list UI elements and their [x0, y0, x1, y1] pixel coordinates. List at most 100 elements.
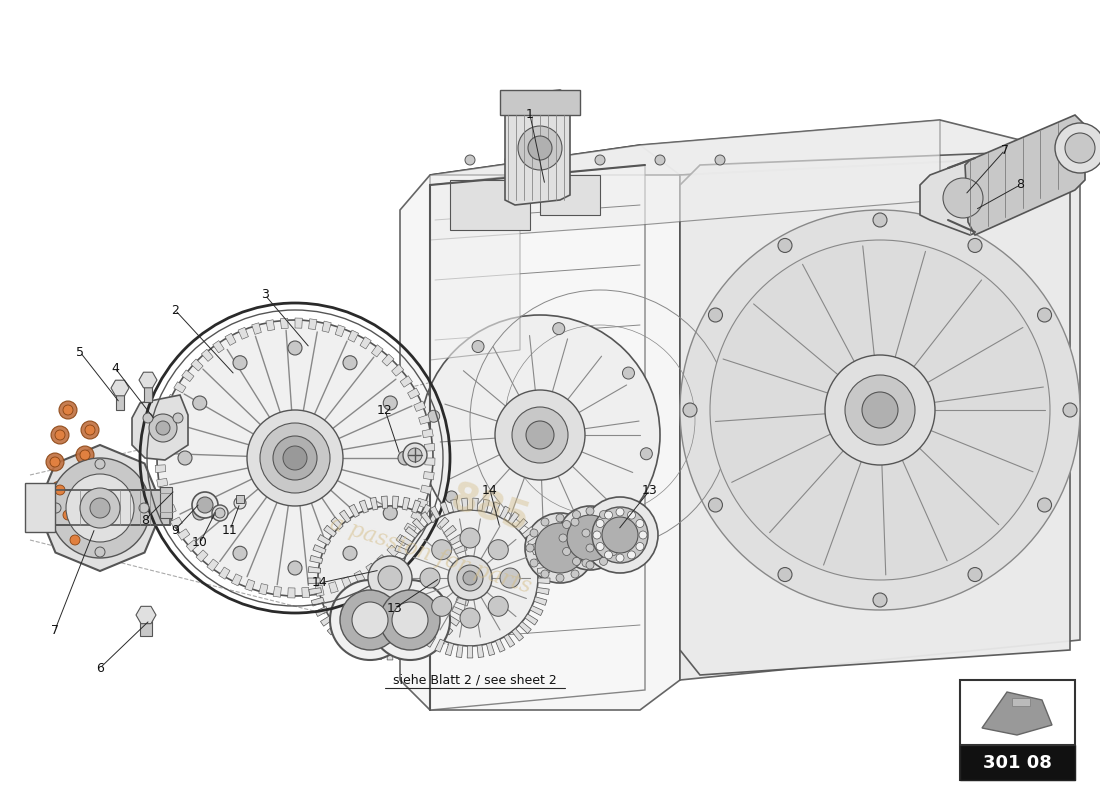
Circle shape — [197, 497, 213, 513]
Polygon shape — [158, 422, 169, 431]
Polygon shape — [390, 578, 403, 583]
Polygon shape — [537, 587, 549, 594]
Polygon shape — [504, 634, 515, 647]
Polygon shape — [400, 145, 680, 710]
Circle shape — [66, 474, 134, 542]
Circle shape — [544, 155, 556, 165]
Bar — [25, 483, 55, 532]
Polygon shape — [399, 536, 412, 546]
Circle shape — [596, 542, 604, 550]
Text: 11: 11 — [222, 523, 238, 537]
Polygon shape — [238, 327, 249, 339]
Text: 6: 6 — [96, 662, 103, 674]
Circle shape — [710, 240, 1050, 580]
Circle shape — [639, 531, 647, 539]
Text: 10: 10 — [192, 537, 208, 550]
Circle shape — [288, 341, 302, 355]
Polygon shape — [315, 606, 328, 617]
Circle shape — [586, 507, 594, 515]
Circle shape — [192, 396, 207, 410]
Circle shape — [609, 547, 617, 555]
Polygon shape — [396, 534, 408, 546]
Polygon shape — [443, 526, 456, 537]
Text: 885: 885 — [446, 479, 535, 541]
Polygon shape — [456, 645, 463, 658]
Polygon shape — [536, 556, 548, 564]
Polygon shape — [430, 120, 940, 240]
Circle shape — [596, 519, 604, 527]
Circle shape — [845, 375, 915, 445]
Circle shape — [368, 556, 412, 600]
Circle shape — [148, 414, 177, 442]
Circle shape — [613, 534, 621, 542]
Circle shape — [968, 567, 982, 582]
Text: a passion for parts: a passion for parts — [327, 512, 534, 598]
Polygon shape — [420, 504, 431, 518]
Circle shape — [156, 421, 170, 435]
Circle shape — [582, 529, 590, 537]
Circle shape — [178, 451, 192, 465]
Bar — [1012, 698, 1030, 706]
Circle shape — [234, 497, 246, 509]
Circle shape — [383, 396, 397, 410]
Circle shape — [81, 421, 99, 439]
Circle shape — [379, 590, 440, 650]
Polygon shape — [516, 518, 528, 530]
Polygon shape — [982, 692, 1052, 735]
Text: 3: 3 — [261, 289, 268, 302]
Circle shape — [80, 450, 90, 460]
Circle shape — [465, 155, 475, 165]
Circle shape — [431, 596, 452, 616]
Circle shape — [596, 518, 608, 530]
Circle shape — [288, 561, 302, 575]
Circle shape — [248, 410, 343, 506]
Text: 4: 4 — [111, 362, 119, 374]
Polygon shape — [174, 382, 186, 393]
Polygon shape — [512, 629, 524, 641]
Polygon shape — [371, 498, 377, 510]
Circle shape — [420, 315, 660, 555]
Polygon shape — [372, 345, 383, 357]
Circle shape — [398, 451, 412, 465]
Polygon shape — [327, 623, 340, 635]
Polygon shape — [505, 90, 570, 205]
Polygon shape — [336, 630, 346, 642]
Circle shape — [95, 459, 104, 469]
Polygon shape — [452, 606, 465, 617]
Polygon shape — [393, 597, 406, 606]
Circle shape — [66, 531, 84, 549]
Circle shape — [605, 511, 613, 519]
Circle shape — [518, 126, 562, 170]
Polygon shape — [191, 359, 204, 371]
Polygon shape — [400, 376, 412, 387]
Polygon shape — [207, 559, 219, 571]
Circle shape — [968, 238, 982, 253]
Polygon shape — [450, 534, 462, 545]
Polygon shape — [430, 165, 645, 710]
Circle shape — [616, 554, 624, 562]
Polygon shape — [331, 517, 343, 530]
Text: 2: 2 — [172, 303, 179, 317]
Polygon shape — [376, 647, 383, 659]
Circle shape — [352, 602, 388, 638]
Polygon shape — [451, 499, 459, 512]
Bar — [500, 90, 580, 115]
Polygon shape — [387, 648, 393, 660]
Circle shape — [556, 574, 564, 582]
Polygon shape — [309, 588, 321, 595]
Polygon shape — [273, 586, 282, 598]
Polygon shape — [288, 588, 295, 598]
Circle shape — [330, 580, 410, 660]
Polygon shape — [397, 647, 404, 659]
Polygon shape — [156, 436, 166, 445]
Circle shape — [76, 446, 94, 464]
Polygon shape — [411, 500, 420, 513]
Circle shape — [51, 503, 60, 513]
Polygon shape — [162, 408, 174, 418]
Circle shape — [283, 446, 307, 470]
Polygon shape — [920, 160, 996, 235]
Polygon shape — [430, 506, 440, 519]
Circle shape — [446, 491, 458, 503]
Circle shape — [59, 506, 77, 524]
Bar — [144, 382, 152, 402]
